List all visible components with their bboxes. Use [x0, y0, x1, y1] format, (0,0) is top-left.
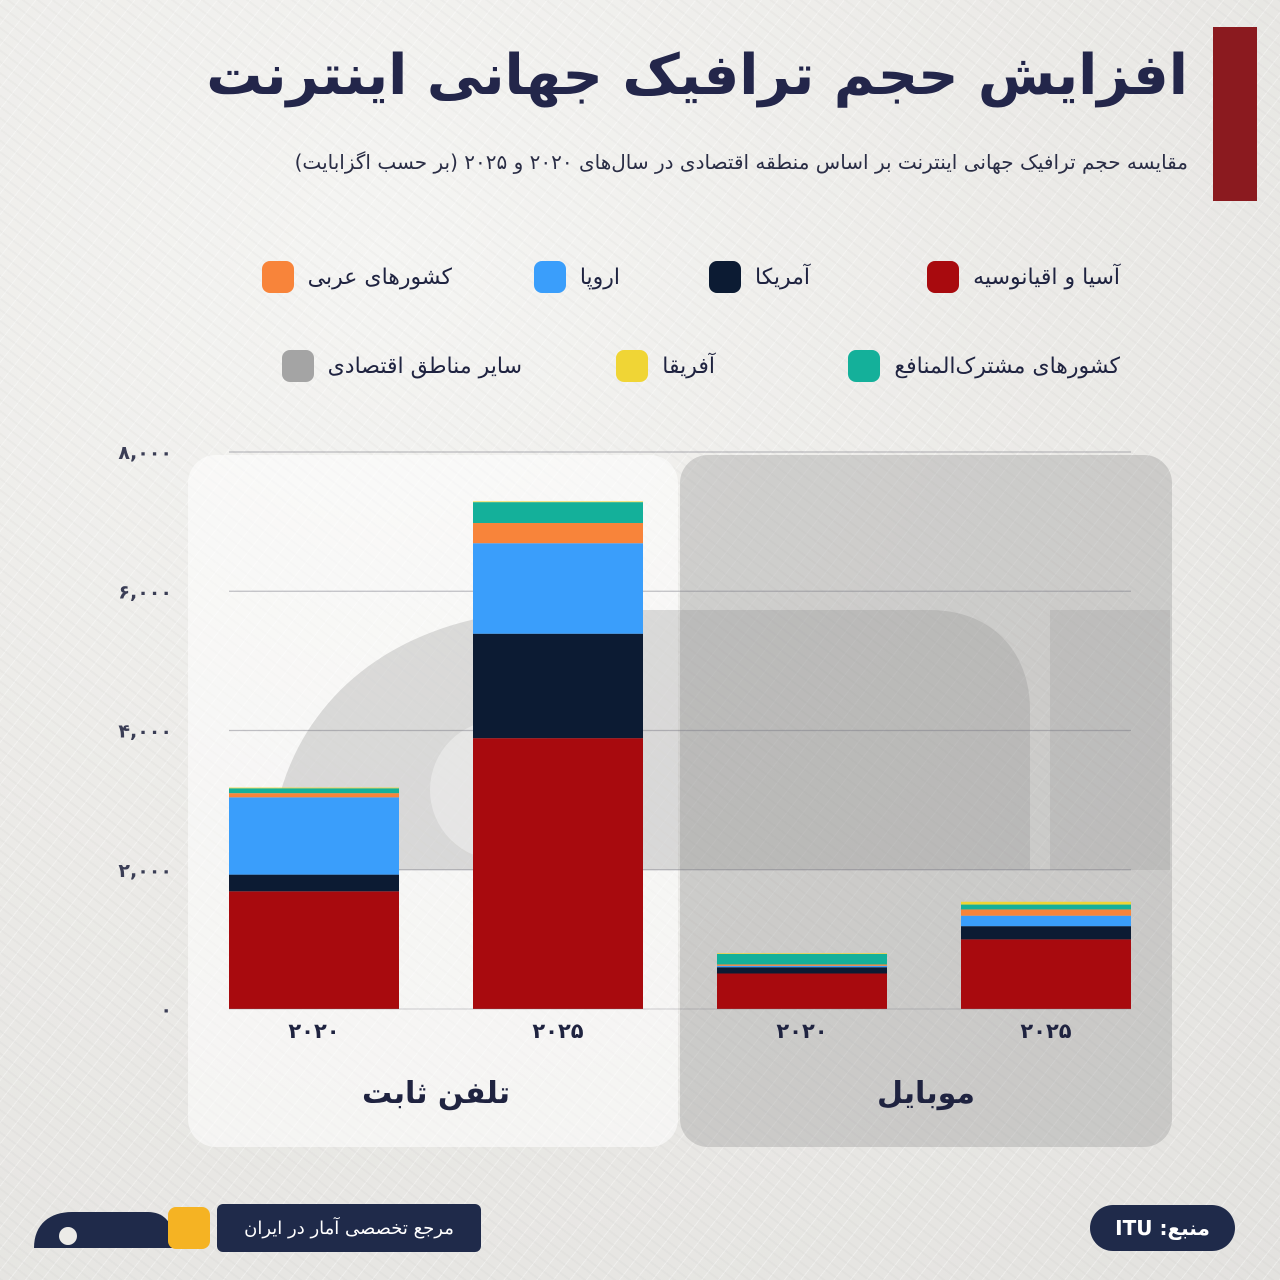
legend-item-africa: آفریقا	[616, 346, 715, 386]
legend-label-america: آمریکا	[754, 264, 810, 290]
legend-item-arab: کشورهای عربی	[261, 257, 452, 297]
group-label-fixed-line: تلفن ثابت	[361, 1076, 511, 1111]
legend-item-other: سایر مناطق اقتصادی	[281, 346, 522, 386]
legend-swatch-arab	[261, 261, 294, 293]
bar-segment	[961, 904, 1131, 910]
bar-segment	[229, 787, 399, 789]
legend-item-europe: اروپا	[533, 257, 620, 297]
x-tick-label: ۲۰۲۰	[776, 1019, 827, 1043]
bar-segment	[473, 543, 643, 634]
bar-segment	[961, 939, 1131, 1009]
bar-segment	[473, 633, 643, 739]
x-tick-label: ۲۰۲۵	[1020, 1019, 1071, 1043]
group-label-mobile: موبایل	[877, 1076, 975, 1111]
legend-swatch-asia	[927, 261, 960, 293]
bar-segment	[229, 793, 399, 798]
footer-tagline: مرجع تخصصی آمار در ایران	[217, 1204, 481, 1252]
bar-segment	[473, 502, 643, 524]
legend-item-america: آمریکا	[708, 257, 810, 297]
y-tick-label: ۲,۰۰۰	[118, 860, 172, 882]
bar-segment	[961, 909, 1131, 916]
legend-swatch-africa	[616, 350, 649, 382]
legend-swatch-america	[708, 261, 741, 293]
bar-segment	[717, 953, 887, 954]
x-tick-label: ۲۰۲۰	[288, 1019, 339, 1043]
bar-segment	[717, 967, 887, 974]
legend-label-arab: کشورهای عربی	[307, 264, 452, 290]
brand-logo	[34, 1212, 186, 1248]
legend-swatch-europe	[533, 261, 566, 293]
legend-swatch-other	[281, 350, 314, 382]
y-tick-label: ۰	[160, 999, 172, 1021]
legend-label-asia: آسیا و اقیانوسیه	[973, 264, 1120, 290]
y-tick-label: ۸,۰۰۰	[118, 442, 172, 464]
bar-segment	[717, 965, 887, 968]
bar-segment	[229, 874, 399, 892]
title-accent-bar	[1213, 27, 1257, 201]
panel-mobile	[680, 455, 1172, 1147]
legend-swatch-cis	[848, 350, 881, 382]
brand-badge-icon	[168, 1207, 210, 1249]
legend-label-africa: آفریقا	[662, 353, 715, 379]
legend-item-asia: آسیا و اقیانوسیه	[927, 257, 1120, 297]
page-subtitle: مقایسه حجم ترافیک جهانی اینترنت بر اساس …	[294, 150, 1188, 174]
bar-segment	[961, 915, 1131, 927]
page-title: افزایش حجم ترافیک جهانی اینترنت	[206, 43, 1188, 108]
bar-segment	[229, 788, 399, 794]
bar-segment	[229, 797, 399, 875]
bar-segment	[961, 901, 1131, 905]
legend-item-cis: کشورهای مشترک‌المنافع	[848, 346, 1120, 386]
bar-segment	[717, 953, 887, 965]
bar-segment	[717, 973, 887, 1009]
y-tick-label: ۴,۰۰۰	[118, 721, 172, 743]
legend-label-other: سایر مناطق اقتصادی	[327, 353, 522, 379]
bar-segment	[961, 926, 1131, 940]
bar-segment	[229, 891, 399, 1009]
legend-label-cis: کشورهای مشترک‌المنافع	[894, 353, 1120, 379]
legend-label-europe: اروپا	[579, 264, 620, 290]
bar-segment	[473, 501, 643, 503]
bar-segment	[717, 964, 887, 966]
y-tick-label: ۶,۰۰۰	[118, 581, 172, 603]
source-badge: منبع: ITU	[1090, 1205, 1235, 1251]
x-tick-label: ۲۰۲۵	[532, 1019, 583, 1043]
bar-segment	[473, 738, 643, 1009]
bar-segment	[473, 523, 643, 544]
